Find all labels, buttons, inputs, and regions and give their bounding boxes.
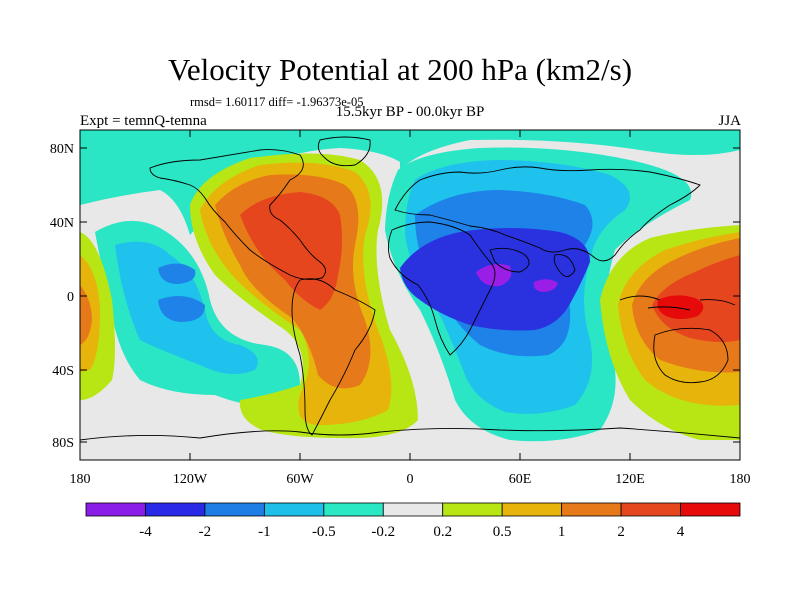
band-americas-redorange xyxy=(240,192,343,310)
colorbar-swatch xyxy=(204,502,265,517)
y-tick-label: 80S xyxy=(52,436,74,451)
colorbar-label: 4 xyxy=(677,524,685,540)
colorbar-swatch xyxy=(382,502,444,517)
x-tick-label: 120W xyxy=(173,472,208,487)
colorbar: -4 -2 -1 -0.5 -0.2 0.2 0.5 1 2 4 xyxy=(85,502,741,540)
stats-line: rmsd= 1.60117 diff= -1.96373e-05 xyxy=(190,95,364,109)
x-tick-label: 60W xyxy=(286,472,314,487)
band-africa-purple-west xyxy=(476,264,512,287)
band-north-pacific xyxy=(80,130,420,235)
x-tick-label: 0 xyxy=(407,472,414,487)
colorbar-swatch xyxy=(680,502,741,517)
y-tick-label: 0 xyxy=(67,290,74,305)
colorbar-label: 0.2 xyxy=(433,524,452,540)
y-tick-label: 80N xyxy=(50,142,74,157)
coast-australia xyxy=(653,327,729,384)
colorbar-label: 1 xyxy=(558,524,566,540)
contour-field xyxy=(80,130,740,460)
experiment-label: Expt = temnQ-temna xyxy=(80,113,207,129)
coastlines xyxy=(80,136,740,441)
colorbar-swatch xyxy=(263,502,325,517)
colorbar-swatch xyxy=(145,502,206,517)
colorbar-label: 0.5 xyxy=(493,524,512,540)
season-label: JJA xyxy=(718,113,741,129)
band-africa-purple-east xyxy=(533,279,558,292)
colorbar-swatch xyxy=(620,502,681,517)
y-tick-label: 40S xyxy=(52,364,74,379)
colorbar-swatch xyxy=(442,502,503,517)
coast-africa xyxy=(387,221,496,356)
x-tick-label: 120E xyxy=(615,472,645,487)
map-title: Velocity Potential at 200 hPa (km2/s) xyxy=(167,52,633,87)
colorbar-label: 2 xyxy=(617,524,625,540)
colorbar-swatch xyxy=(323,502,384,517)
colorbar-label: -2 xyxy=(199,524,212,540)
coast-south-america xyxy=(291,278,376,436)
x-tick-label: 60E xyxy=(509,472,532,487)
axis-ticks: 180 120W 60W 0 60E 120E 180 80N 40N 0 40S 80S xyxy=(50,130,751,487)
colorbar-label: -4 xyxy=(139,524,152,540)
band-west-orange xyxy=(80,285,92,345)
coast-greenland xyxy=(317,136,371,167)
x-tick-label: 180 xyxy=(730,472,751,487)
colorbar-label: -1 xyxy=(258,524,271,540)
band-asia-red xyxy=(657,295,704,319)
coast-europe xyxy=(394,166,701,262)
colorbar-label: -0.2 xyxy=(371,524,395,540)
coast-antarctica xyxy=(80,427,740,441)
band-pacific-blue-north xyxy=(158,263,196,284)
colorbar-swatch xyxy=(501,502,563,517)
colorbar-swatch xyxy=(85,502,146,517)
period-line: 15.5kyr BP - 00.0kyr BP xyxy=(335,104,485,120)
coast-arabia-india xyxy=(489,247,576,277)
band-north-eurasia xyxy=(400,130,740,170)
y-tick-label: 40N xyxy=(50,216,74,231)
coast-indonesia xyxy=(619,295,736,311)
colorbar-label: -0.5 xyxy=(312,524,336,540)
x-tick-label: 180 xyxy=(70,472,91,487)
band-pacific-blue-south xyxy=(158,296,205,322)
colorbar-swatch xyxy=(561,502,622,517)
coast-north-america xyxy=(149,149,326,280)
